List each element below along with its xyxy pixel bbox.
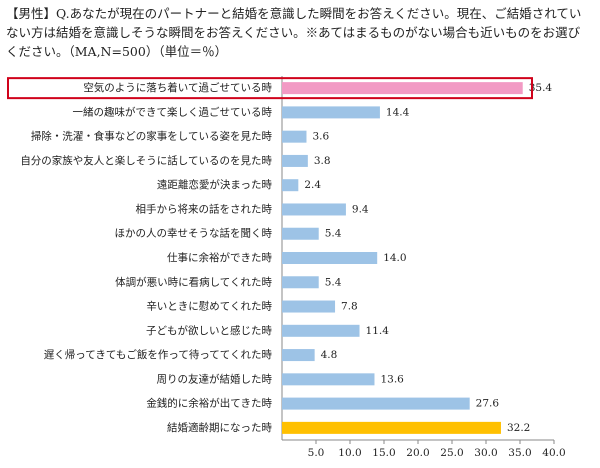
bar bbox=[282, 349, 315, 362]
x-tick-label: 35.0 bbox=[508, 447, 531, 459]
category-label: 一緒の趣味ができて楽しく過ごせている時 bbox=[73, 105, 273, 118]
value-label: 14.0 bbox=[383, 252, 406, 264]
category-label: ほかの人の幸せそうな話を聞く時 bbox=[115, 227, 273, 240]
value-label: 27.6 bbox=[476, 398, 500, 410]
bar bbox=[282, 106, 380, 119]
value-label: 11.4 bbox=[366, 325, 390, 337]
category-label: 仕事に余裕ができた時 bbox=[167, 251, 272, 264]
x-tick-label: 5.0 bbox=[308, 447, 325, 459]
bar bbox=[282, 82, 523, 95]
category-label: 体調が悪い時に看病してくれた時 bbox=[115, 275, 272, 288]
value-label: 4.8 bbox=[321, 349, 338, 361]
x-tick-label: 10.0 bbox=[338, 447, 361, 459]
value-label: 35.4 bbox=[529, 82, 553, 94]
bar bbox=[282, 227, 319, 240]
x-tick-label: 30.0 bbox=[474, 447, 497, 459]
bar bbox=[282, 300, 336, 313]
x-tick-label: 15.0 bbox=[372, 447, 395, 459]
category-label: 周りの友達が結婚した時 bbox=[157, 372, 273, 385]
bar bbox=[282, 130, 307, 143]
bar bbox=[282, 276, 319, 289]
bar bbox=[282, 324, 360, 337]
category-label: 子どもが欲しいと感じた時 bbox=[146, 324, 272, 337]
x-tick-label: 40.0 bbox=[542, 447, 565, 459]
value-label: 3.6 bbox=[312, 131, 329, 143]
x-tick-label: 25.0 bbox=[440, 447, 463, 459]
category-label: 遅く帰ってきてもご飯を作って待っててくれた時 bbox=[44, 348, 273, 361]
value-label: 2.4 bbox=[304, 179, 321, 191]
bar bbox=[282, 373, 375, 386]
bar bbox=[282, 154, 308, 167]
value-label: 3.8 bbox=[314, 155, 331, 167]
category-label: 自分の家族や友人と楽しそうに話しているのを見た時 bbox=[20, 154, 272, 167]
bar bbox=[282, 179, 299, 192]
bar bbox=[282, 252, 378, 264]
category-label: 掃除・洗濯・食事などの家事をしている姿を見た時 bbox=[31, 130, 273, 143]
category-label: 空気のように落ち着いて過ごせている時 bbox=[83, 81, 272, 94]
value-label: 14.4 bbox=[386, 106, 410, 118]
category-label: 結婚適齢期になった時 bbox=[167, 421, 272, 434]
value-label: 5.4 bbox=[325, 276, 342, 288]
value-label: 32.2 bbox=[507, 422, 530, 434]
value-label: 7.8 bbox=[341, 301, 358, 313]
value-label: 5.4 bbox=[325, 228, 342, 240]
bar bbox=[282, 421, 501, 434]
category-label: 相手から将来の話をされた時 bbox=[136, 202, 273, 215]
x-tick-label: 20.0 bbox=[406, 447, 429, 459]
value-label: 9.4 bbox=[352, 203, 369, 215]
category-label: 辛いときに慰めてくれた時 bbox=[146, 300, 272, 313]
bar bbox=[282, 397, 470, 410]
value-label: 13.6 bbox=[380, 373, 404, 385]
chart-title: 【男性】Q.あなたが現在のパートナーと結婚を意識した瞬間をお答えください。現在、… bbox=[6, 6, 582, 59]
category-label: 金銭的に余裕が出てきた時 bbox=[146, 397, 272, 410]
bar bbox=[282, 203, 346, 216]
category-label: 遠距離恋愛が決まった時 bbox=[157, 178, 273, 191]
highlight-box bbox=[7, 77, 533, 100]
